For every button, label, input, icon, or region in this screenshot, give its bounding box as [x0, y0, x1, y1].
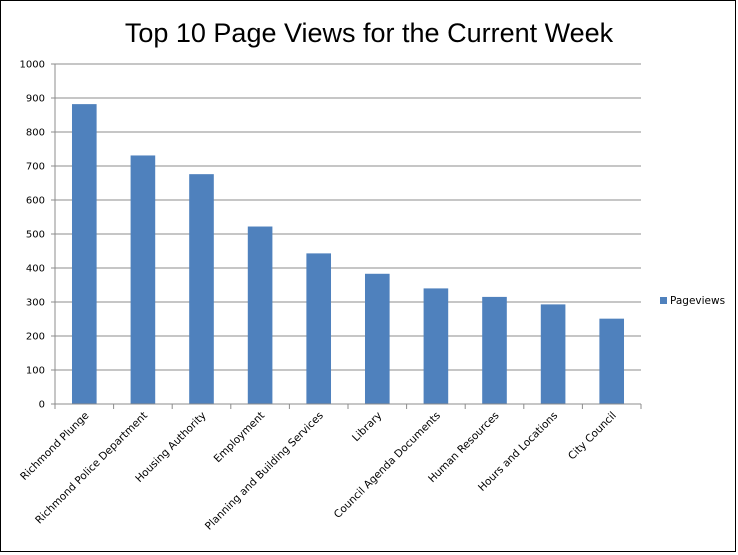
- y-tick-label: 900: [26, 94, 45, 105]
- y-tick-label: 300: [26, 298, 45, 309]
- y-tick-label: 100: [26, 366, 45, 377]
- bar-hours-and-locations: [540, 304, 566, 404]
- y-tick-label: 500: [26, 230, 45, 241]
- legend: Pageviews: [660, 295, 725, 307]
- y-tick-label: 600: [26, 196, 45, 207]
- x-category-label: City Council: [566, 410, 619, 463]
- x-category-label: Employment: [212, 410, 268, 466]
- y-tick-label: 400: [26, 264, 45, 275]
- y-tick-label: 0: [39, 400, 45, 411]
- bar-planning-and-building-services: [306, 253, 332, 404]
- y-tick-label: 700: [26, 162, 45, 173]
- x-category-label: Planning and Building Services: [203, 410, 326, 533]
- x-category-label: Richmond Police Department: [33, 410, 150, 527]
- y-tick-label: 200: [26, 332, 45, 343]
- bar-richmond-plunge: [71, 104, 97, 405]
- chart-title: Top 10 Page Views for the Current Week: [125, 18, 614, 48]
- bar-city-council: [599, 318, 625, 404]
- bar-housing-authority: [189, 174, 214, 404]
- y-tick-label: 800: [26, 128, 45, 139]
- x-category-label: Library: [350, 410, 384, 444]
- bar-library: [364, 273, 390, 404]
- bar-council-agenda-documents: [423, 288, 449, 404]
- axes: [54, 64, 641, 405]
- y-axis-tick-labels: 0 100 200 300 400 500 600 700 800 900 1000: [20, 60, 45, 411]
- bar-human-resources: [482, 296, 507, 404]
- bar-richmond-police-department: [130, 155, 156, 404]
- x-category-label: Council Agenda Documents: [332, 410, 443, 521]
- legend-label: Pageviews: [670, 295, 725, 307]
- bar-employment: [247, 226, 273, 404]
- bars: [71, 104, 625, 405]
- legend-swatch: [660, 297, 667, 304]
- y-tick-label: 1000: [20, 60, 45, 71]
